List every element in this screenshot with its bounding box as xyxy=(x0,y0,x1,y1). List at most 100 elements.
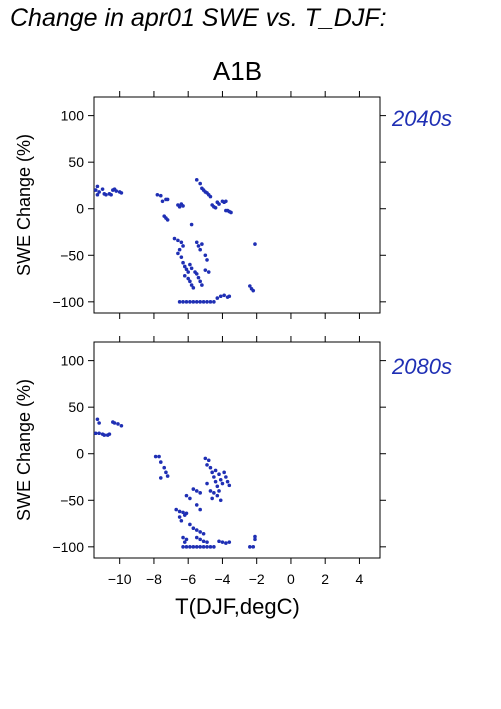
data-point-2080s xyxy=(191,545,196,549)
data-point-2040s xyxy=(201,300,206,304)
y-axis-label-2080s: SWE Change (%) xyxy=(14,379,34,521)
data-point-2040s xyxy=(198,279,202,284)
data-point-2080s xyxy=(198,507,202,512)
data-point-2080s xyxy=(203,456,208,461)
data-point-2040s xyxy=(158,193,163,198)
data-point-2040s xyxy=(172,236,177,241)
data-point-2080s xyxy=(194,489,199,493)
data-point-2080s xyxy=(158,460,163,464)
data-point-2040s xyxy=(208,300,213,304)
data-point-2040s xyxy=(160,199,165,204)
scenario-label: A1B xyxy=(212,56,263,86)
data-point-2080s xyxy=(97,421,101,425)
data-point-2080s xyxy=(181,510,185,515)
data-point-2080s xyxy=(184,545,189,549)
period-label-2040s: 2040s xyxy=(392,106,452,131)
data-point-2040s xyxy=(200,242,204,246)
data-point-2080s xyxy=(227,483,232,488)
data-point-2080s xyxy=(95,417,100,422)
x-tick-label: −10 xyxy=(108,571,132,587)
data-point-2080s xyxy=(220,481,225,486)
data-point-2080s xyxy=(198,530,202,534)
data-point-2080s xyxy=(208,465,213,470)
data-point-2080s xyxy=(188,545,192,549)
data-point-2080s xyxy=(251,545,256,549)
x-tick-label: 4 xyxy=(356,571,364,587)
data-point-2040s xyxy=(212,300,216,304)
data-point-2080s xyxy=(222,470,226,475)
data-point-2080s xyxy=(184,493,189,498)
data-point-2080s xyxy=(116,422,120,426)
data-point-2080s xyxy=(210,496,214,501)
data-point-2080s xyxy=(217,472,221,477)
data-point-2040s xyxy=(155,192,160,197)
data-point-2080s xyxy=(153,454,158,459)
data-point-2040s xyxy=(188,262,192,267)
data-point-2080s xyxy=(201,531,206,536)
data-point-2040s xyxy=(251,288,256,293)
y-tick-label-2080s: −100 xyxy=(52,539,84,555)
data-point-2080s xyxy=(179,518,184,523)
data-point-2080s xyxy=(198,537,202,542)
data-point-2080s xyxy=(177,509,182,514)
data-point-2040s xyxy=(181,300,185,304)
data-point-2080s xyxy=(205,545,209,549)
data-point-2080s xyxy=(191,526,196,531)
data-point-2080s xyxy=(217,539,221,544)
data-point-2080s xyxy=(218,498,223,503)
data-point-2040s xyxy=(104,192,108,197)
data-point-2080s xyxy=(177,515,182,519)
y-tick-label-2040s: 0 xyxy=(76,201,84,217)
plot-frame-2040s xyxy=(93,96,381,314)
data-point-2040s xyxy=(217,202,221,206)
y-axis-label-2040s: SWE Change (%) xyxy=(14,134,34,276)
data-point-2040s xyxy=(229,210,233,215)
data-point-2040s xyxy=(97,190,101,194)
data-point-2040s xyxy=(181,204,185,208)
y-tick-label-2080s: −50 xyxy=(60,492,84,508)
data-point-2080s xyxy=(107,432,112,436)
data-point-2040s xyxy=(184,300,189,304)
data-point-2080s xyxy=(201,539,206,544)
y-tick-label-2080s: 100 xyxy=(61,353,85,369)
data-point-2040s xyxy=(196,244,201,248)
data-point-2080s xyxy=(184,537,189,542)
data-point-2080s xyxy=(198,491,202,495)
x-tick-label: −2 xyxy=(249,571,265,587)
data-point-2080s xyxy=(253,534,257,539)
data-point-2040s xyxy=(119,191,124,195)
data-point-2080s xyxy=(157,454,161,459)
data-point-2080s xyxy=(217,489,221,493)
data-point-2080s xyxy=(213,479,218,484)
data-point-2080s xyxy=(248,545,252,549)
data-point-2040s xyxy=(177,205,182,209)
data-point-2040s xyxy=(186,276,190,281)
data-point-2080s xyxy=(97,431,101,436)
data-point-2040s xyxy=(198,300,202,304)
data-point-2040s xyxy=(100,187,105,191)
data-point-2040s xyxy=(95,184,100,189)
data-point-2040s xyxy=(194,240,199,245)
data-point-2040s xyxy=(179,255,184,259)
data-point-2080s xyxy=(162,465,167,470)
data-point-2080s xyxy=(102,433,107,437)
data-point-2080s xyxy=(205,540,209,544)
data-point-2040s xyxy=(213,205,218,210)
data-point-2040s xyxy=(224,208,228,213)
y-tick-label-2040s: 100 xyxy=(61,108,85,124)
data-point-2040s xyxy=(181,244,185,248)
data-point-2080s xyxy=(210,470,214,475)
data-point-2080s xyxy=(194,535,199,540)
data-point-2080s xyxy=(119,423,124,428)
data-point-2040s xyxy=(176,238,180,243)
data-point-2080s xyxy=(181,535,185,540)
data-point-2080s xyxy=(208,545,213,549)
data-point-2080s xyxy=(218,477,223,482)
period-label-2080s: 2080s xyxy=(392,354,452,379)
data-point-2040s xyxy=(189,283,194,287)
y-tick-label-2080s: 50 xyxy=(68,399,84,415)
data-point-2040s xyxy=(215,296,220,300)
y-tick-label-2040s: −100 xyxy=(52,294,84,310)
data-point-2040s xyxy=(222,293,226,298)
